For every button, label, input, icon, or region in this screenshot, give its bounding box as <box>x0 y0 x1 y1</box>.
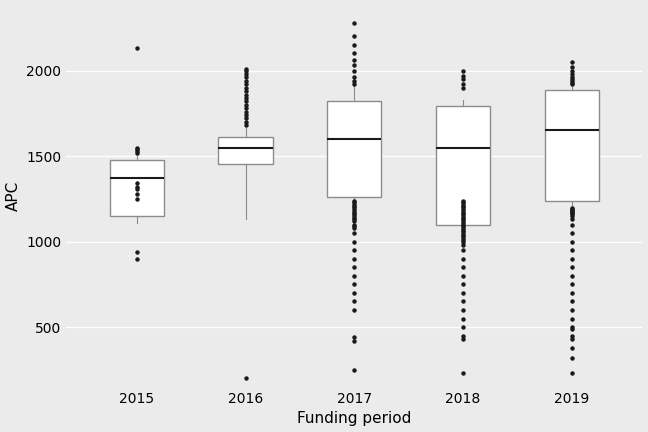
X-axis label: Funding period: Funding period <box>297 411 411 426</box>
PathPatch shape <box>218 137 273 164</box>
Y-axis label: APC: APC <box>6 181 21 211</box>
PathPatch shape <box>436 106 490 225</box>
PathPatch shape <box>327 102 382 197</box>
PathPatch shape <box>110 159 164 216</box>
PathPatch shape <box>544 90 599 200</box>
